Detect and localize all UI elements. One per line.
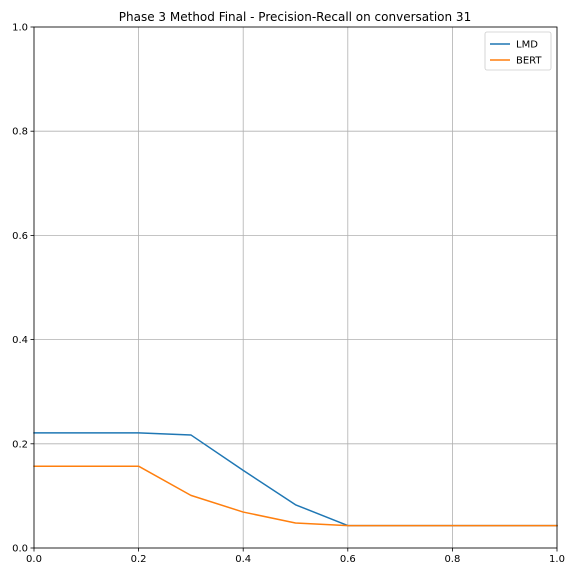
x-tick-label: 0.2 [131,554,147,565]
x-tick-label: 0.8 [444,554,460,565]
y-tick-label: 0.6 [12,231,28,242]
y-tick-label: 0.2 [12,439,28,450]
y-tick-label: 0.8 [12,127,28,138]
legend-label: BERT [516,56,542,67]
plot-frame [33,26,558,549]
series-lines [33,432,558,527]
y-tick-label: 0.0 [12,544,28,555]
y-tick-label: 0.4 [12,335,28,346]
legend: LMD BERT [484,31,552,71]
x-tick-label: 0.6 [340,554,356,565]
x-tick-label: 0.4 [235,554,251,565]
x-tick-label: 0.0 [26,554,42,565]
chart-title: Phase 3 Method Final - Precision-Recall … [119,10,471,24]
series-line-bert [33,465,558,527]
y-tick-label: 1.0 [12,23,28,34]
x-tick-label: 1.0 [549,554,565,565]
legend-label: LMD [516,40,538,51]
axis-ticks: 0.0 0.2 0.4 0.6 0.8 1.0 0.0 0.2 0.4 0.6 0.8 1.0 [12,23,565,566]
